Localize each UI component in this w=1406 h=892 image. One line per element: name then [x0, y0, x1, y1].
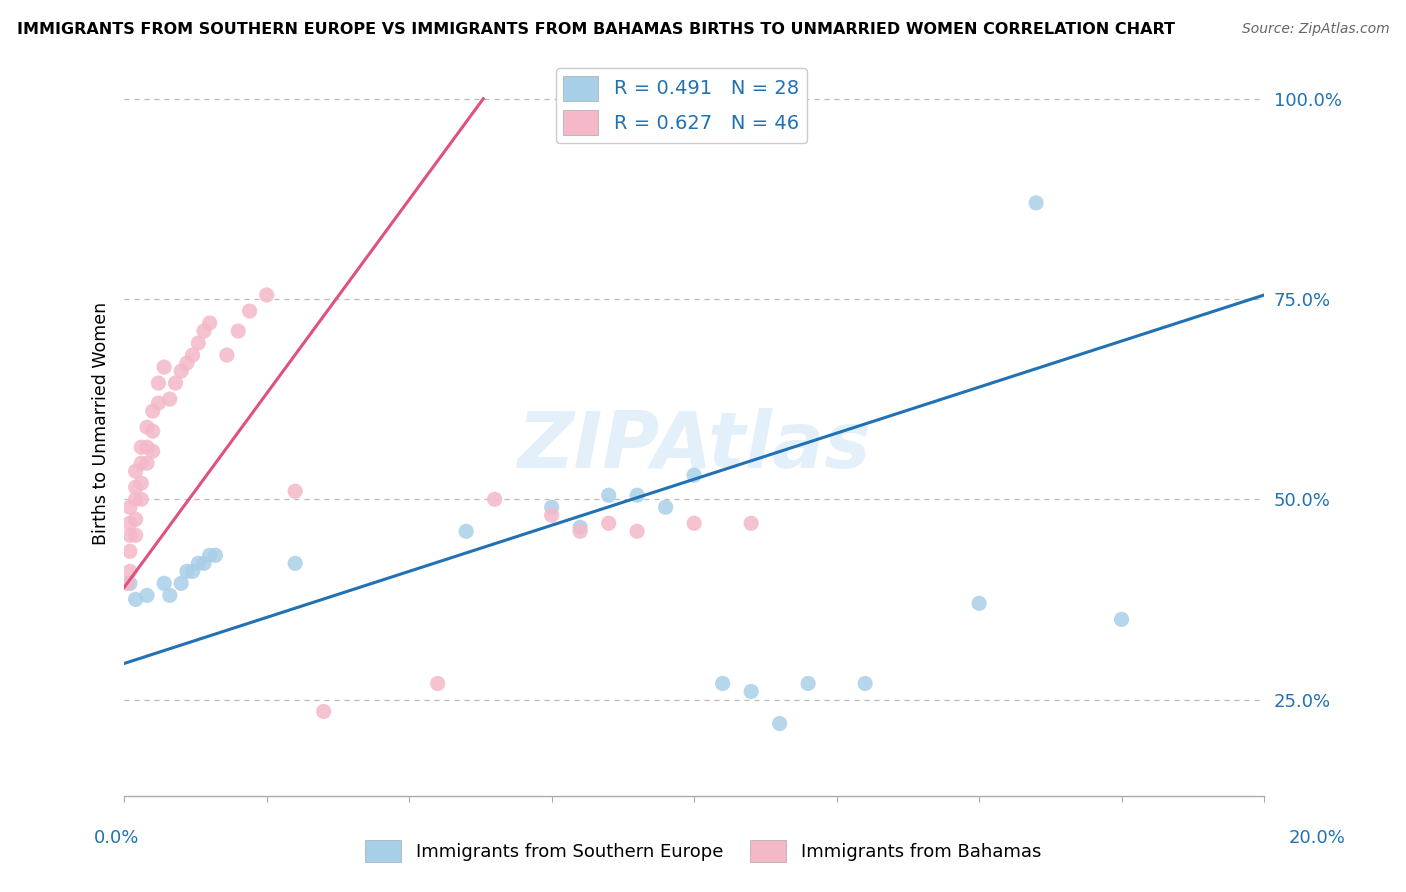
Point — [239, 304, 262, 318]
Point — [148, 396, 170, 410]
Point — [118, 516, 141, 531]
Point — [711, 676, 734, 690]
Point — [769, 716, 792, 731]
Point — [187, 336, 209, 351]
Legend: R = 0.491   N = 28, R = 0.627   N = 46: R = 0.491 N = 28, R = 0.627 N = 46 — [555, 68, 807, 143]
Point — [124, 464, 146, 478]
Point — [124, 528, 146, 542]
Point — [131, 440, 153, 454]
Point — [153, 576, 176, 591]
Point — [598, 488, 620, 502]
Point — [284, 557, 307, 571]
Point — [181, 565, 204, 579]
Point — [626, 488, 648, 502]
Point — [165, 376, 187, 390]
Point — [654, 500, 676, 515]
Point — [1111, 612, 1133, 626]
Point — [198, 316, 221, 330]
Point — [176, 356, 198, 370]
Point — [204, 549, 226, 563]
Point — [598, 516, 620, 531]
Point — [967, 596, 990, 610]
Point — [148, 376, 170, 390]
Point — [159, 392, 181, 406]
Point — [131, 492, 153, 507]
Point — [187, 557, 209, 571]
Point — [136, 440, 159, 454]
Point — [312, 705, 335, 719]
Point — [740, 516, 762, 531]
Point — [683, 516, 706, 531]
Point — [193, 557, 215, 571]
Text: Source: ZipAtlas.com: Source: ZipAtlas.com — [1241, 22, 1389, 37]
Text: 0.0%: 0.0% — [94, 829, 139, 847]
Point — [456, 524, 478, 539]
Text: ZIPAtlas: ZIPAtlas — [517, 408, 870, 483]
Point — [193, 324, 215, 338]
Point — [131, 476, 153, 491]
Point — [226, 324, 249, 338]
Point — [853, 676, 876, 690]
Point — [153, 360, 176, 375]
Point — [124, 512, 146, 526]
Point — [124, 480, 146, 494]
Point — [569, 524, 592, 539]
Point — [740, 684, 762, 698]
Point — [170, 576, 193, 591]
Point — [215, 348, 238, 362]
Point — [118, 576, 141, 591]
Point — [484, 492, 506, 507]
Point — [142, 444, 165, 458]
Point — [115, 576, 138, 591]
Point — [626, 524, 648, 539]
Y-axis label: Births to Unmarried Women: Births to Unmarried Women — [93, 301, 110, 545]
Point — [256, 288, 278, 302]
Text: 20.0%: 20.0% — [1289, 829, 1346, 847]
Point — [142, 404, 165, 418]
Point — [124, 592, 146, 607]
Point — [118, 528, 141, 542]
Point — [569, 520, 592, 534]
Point — [136, 456, 159, 470]
Point — [124, 492, 146, 507]
Text: IMMIGRANTS FROM SOUTHERN EUROPE VS IMMIGRANTS FROM BAHAMAS BIRTHS TO UNMARRIED W: IMMIGRANTS FROM SOUTHERN EUROPE VS IMMIG… — [17, 22, 1175, 37]
Point — [540, 508, 562, 523]
Point — [426, 676, 449, 690]
Point — [198, 549, 221, 563]
Point — [181, 348, 204, 362]
Point — [118, 565, 141, 579]
Point — [176, 565, 198, 579]
Legend: Immigrants from Southern Europe, Immigrants from Bahamas: Immigrants from Southern Europe, Immigra… — [357, 833, 1049, 870]
Point — [797, 676, 820, 690]
Point — [159, 588, 181, 602]
Point — [1025, 195, 1047, 210]
Point — [136, 588, 159, 602]
Point — [118, 544, 141, 558]
Point — [540, 500, 562, 515]
Point — [170, 364, 193, 378]
Point — [131, 456, 153, 470]
Point — [136, 420, 159, 434]
Point — [142, 424, 165, 438]
Point — [683, 468, 706, 483]
Point — [284, 484, 307, 499]
Point — [118, 500, 141, 515]
